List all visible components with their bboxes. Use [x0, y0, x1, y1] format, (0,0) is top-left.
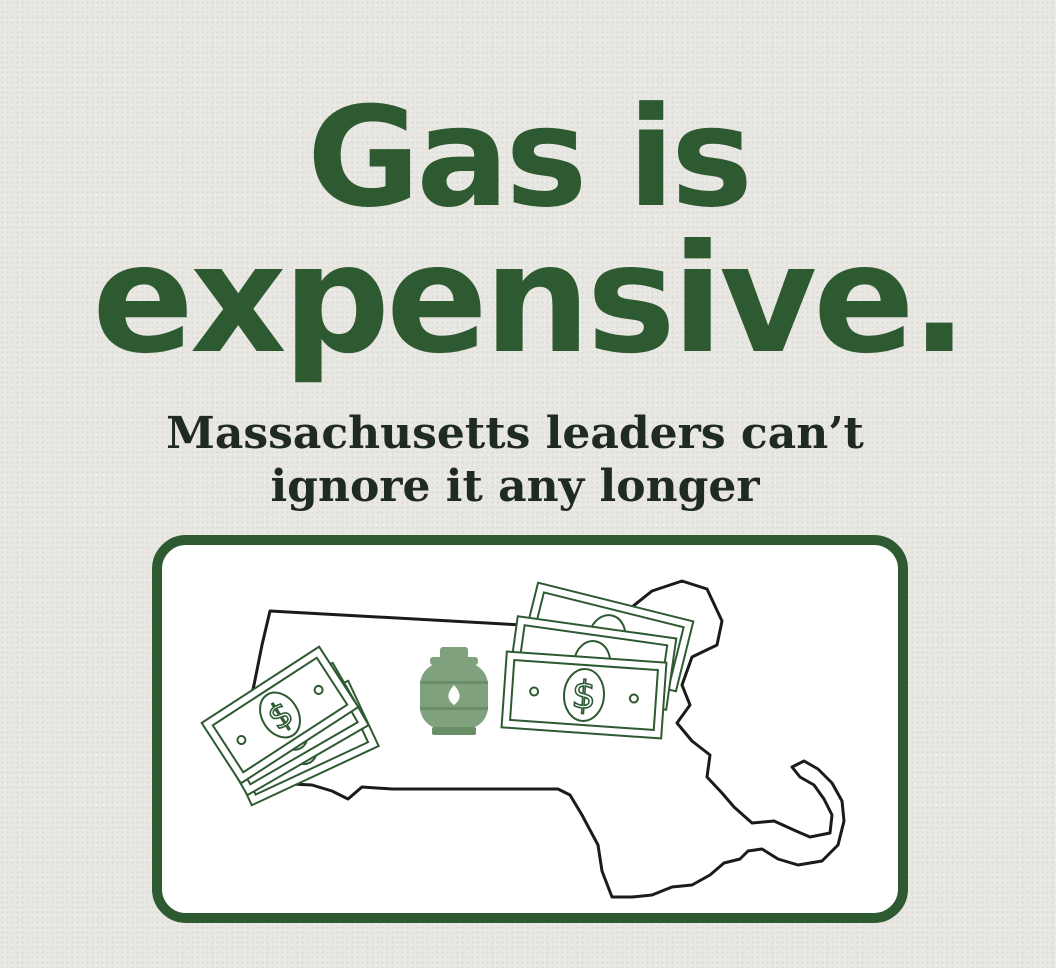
propane-tank-icon	[420, 647, 488, 735]
svg-text:$: $	[570, 672, 597, 718]
headline-line-2: expensive.	[92, 213, 968, 387]
illustration: $	[200, 579, 846, 899]
subheadline-line-2: ignore it any longer	[270, 461, 760, 512]
map-panel: $	[152, 535, 908, 923]
dollar-bills-right-icon: $	[500, 581, 695, 740]
subheadline-line-1: Massachusetts leaders can’t	[166, 408, 864, 459]
headline-line-1: Gas is	[306, 77, 753, 238]
massachusetts-outline	[232, 579, 846, 899]
dollar-bills-left-icon: $	[200, 645, 380, 807]
